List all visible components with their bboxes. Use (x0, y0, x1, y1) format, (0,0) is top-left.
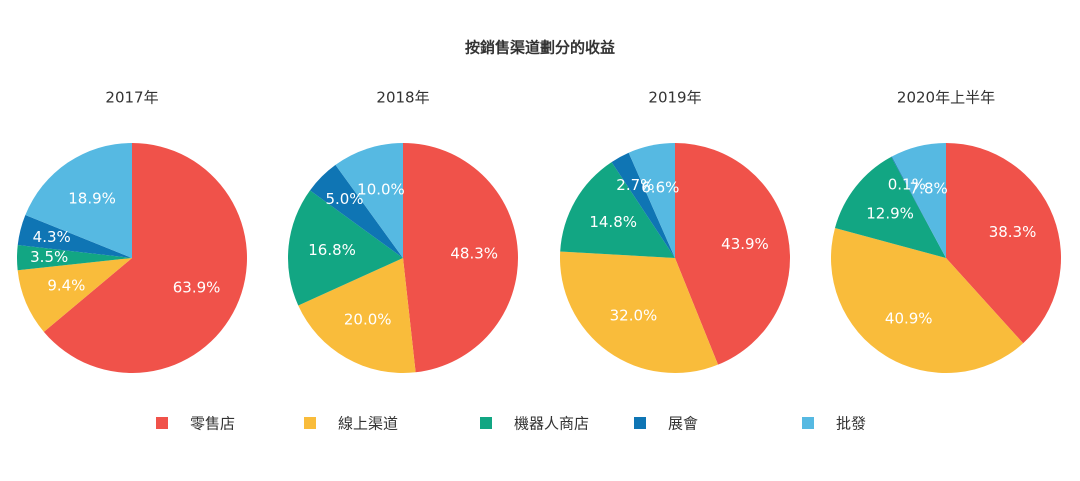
slice-label: 38.3% (989, 223, 1037, 241)
slice-label: 14.8% (589, 213, 637, 231)
slice-label: 6.6% (641, 179, 679, 197)
slice-label: 48.3% (450, 245, 498, 263)
pie-slice (560, 251, 719, 373)
pie-slice (43, 143, 247, 373)
legend-swatch (634, 417, 646, 429)
pie-slice (335, 143, 403, 258)
pie-slice (834, 156, 946, 258)
slice-label: 3.5% (30, 248, 68, 266)
legend-swatch (304, 417, 316, 429)
slice-label: 20.0% (344, 310, 392, 328)
pie-slice (298, 258, 416, 373)
pie-slice (560, 162, 675, 258)
legend-label: 線上渠道 (338, 415, 398, 433)
legend-label: 機器人商店 (514, 415, 589, 433)
legend-label: 展會 (668, 415, 698, 433)
pie-slice (675, 143, 790, 365)
chart-title: 按銷售渠道劃分的收益 (465, 39, 615, 57)
pie-slice (288, 190, 403, 306)
slice-label: 16.8% (308, 241, 356, 259)
pie-title: 2020年上半年 (897, 89, 995, 107)
slice-label: 0.1% (888, 176, 926, 194)
pie-slice (17, 258, 132, 332)
slice-label: 4.3% (33, 228, 71, 246)
pie-slice (16, 245, 132, 271)
slice-label: 18.9% (68, 189, 116, 207)
slice-label: 40.9% (885, 309, 933, 327)
slice-label: 2.7% (616, 176, 654, 194)
legend-swatch (156, 417, 168, 429)
legend-swatch (802, 417, 814, 429)
pie-slice (25, 143, 132, 258)
pie-title: 2019年 (648, 89, 701, 107)
slice-label: 12.9% (866, 204, 914, 222)
slice-label: 43.9% (721, 235, 769, 253)
pie-slice (403, 143, 518, 373)
slice-label: 10.0% (357, 181, 405, 199)
pie-slice (891, 156, 946, 258)
slice-label: 5.0% (325, 190, 363, 208)
slice-label: 32.0% (610, 306, 658, 324)
legend-swatch (480, 417, 492, 429)
pie-slice (831, 228, 1024, 373)
pie-slice (17, 214, 133, 258)
pie-title: 2017年 (105, 89, 158, 107)
pie-title: 2018年 (376, 89, 429, 107)
legend-label: 批發 (836, 415, 866, 433)
pie-slice (946, 143, 1061, 344)
legend-label: 零售店 (190, 415, 235, 433)
pie-slice (310, 164, 403, 258)
slice-label: 9.4% (47, 276, 85, 294)
slice-label: 63.9% (173, 279, 221, 297)
pie-slice (611, 152, 675, 258)
pie-slice (628, 143, 675, 258)
slice-label: 7.8% (910, 179, 948, 197)
pie-slice (891, 143, 946, 258)
